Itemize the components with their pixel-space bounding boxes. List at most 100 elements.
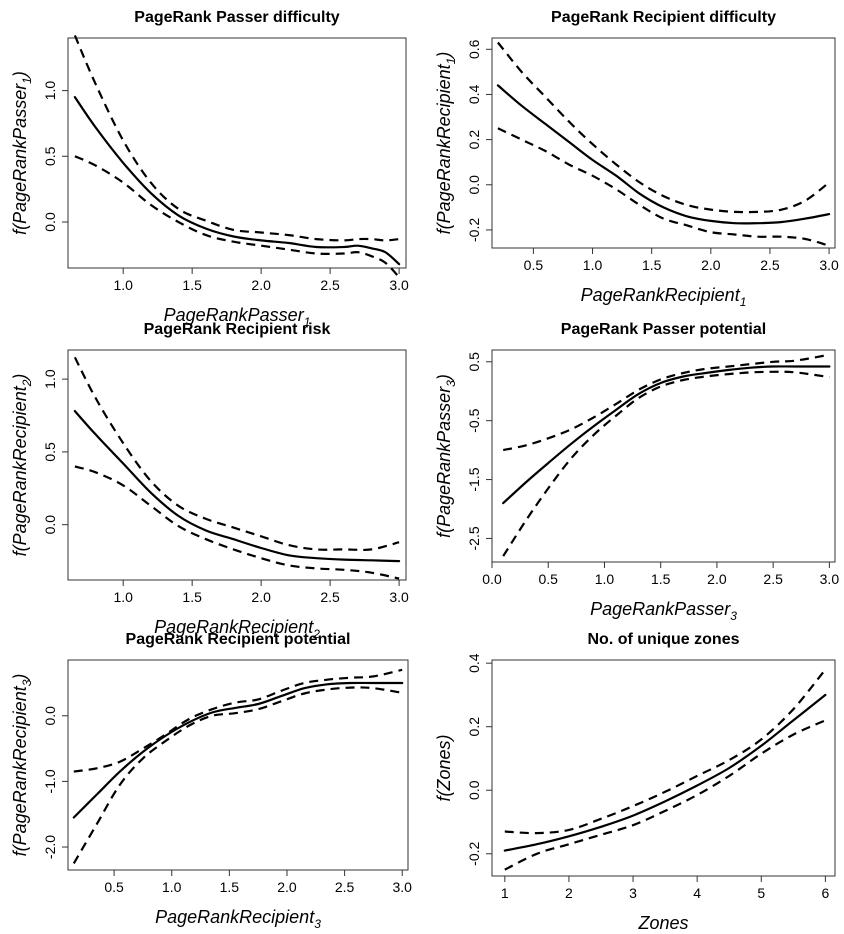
x-tick-label: 1.5 — [651, 571, 671, 587]
x-tick-label: 2.5 — [320, 277, 340, 293]
plot-frame — [491, 37, 836, 249]
x-tick-label: 0.5 — [104, 879, 124, 895]
x-tick-label: 2.0 — [251, 589, 271, 605]
panel-1: PageRank Passer difficulty 1.0 1.5 2.0 2.5 3.… — [10, 9, 409, 329]
x-tick-label: 1.5 — [220, 879, 240, 895]
y-tick-label: 1.0 — [42, 369, 58, 389]
confidence-band-line — [504, 668, 827, 835]
x-tick-label: 2.5 — [320, 589, 340, 605]
confidence-band-line — [73, 668, 403, 773]
confidence-band-line — [502, 353, 830, 452]
y-tick-label: 0.0 — [42, 515, 58, 535]
y-tick-label: 0.5 — [42, 146, 58, 166]
confidence-band-line — [504, 719, 826, 871]
x-tick-label: 0.0 — [482, 571, 502, 587]
y-tick-label: 0.6 — [466, 39, 482, 59]
confidence-band-line — [502, 370, 830, 557]
plot-frame — [67, 37, 407, 269]
x-axis-label: PageRankRecipient1 — [581, 285, 747, 309]
confidence-band-line — [73, 356, 400, 552]
x-tick-label: 2.0 — [251, 277, 271, 293]
y-tick-label: 0.0 — [42, 706, 58, 726]
x-tick-label: 5 — [757, 885, 765, 901]
x-tick-label: 3.0 — [389, 277, 409, 293]
plot-frame — [491, 659, 836, 877]
y-axis-label: f(PageRankRecipient1) — [434, 52, 458, 235]
panel-4: PageRank Passer potential 0.0 0.5 1.0 1.5 2.0… — [434, 321, 839, 623]
fit-line — [73, 96, 401, 266]
plot-frame — [67, 659, 409, 871]
y-tick-label: 0.4 — [466, 653, 482, 673]
x-axis-label: PageRankPasser1 — [164, 305, 311, 329]
x-axis-label: PageRankPasser3 — [590, 599, 737, 623]
chart-title: PageRank Recipient risk — [144, 321, 331, 338]
x-tick-label: 1.5 — [182, 277, 202, 293]
x-tick-label: 1.0 — [162, 879, 182, 895]
confidence-band-line — [497, 41, 830, 214]
chart-title: PageRank Passer difficulty — [134, 9, 340, 26]
y-axis-label: f(PageRankRecipient3) — [10, 674, 34, 857]
x-tick-label: 0.5 — [538, 571, 558, 587]
x-tick-label: 3.0 — [389, 589, 409, 605]
y-tick-label: -0.2 — [466, 841, 482, 865]
x-axis-label: PageRankRecipient3 — [155, 907, 321, 931]
x-axis-label: PageRankRecipient2 — [154, 617, 320, 641]
panel-5: PageRank Recipient potential 0.5 1.0 1.5 2.0… — [10, 631, 412, 931]
x-tick-label: 3.0 — [393, 879, 413, 895]
panel-2: PageRank Recipient difficulty 0.5 1.0 1.5 2.… — [434, 9, 839, 309]
chart-title: PageRank Passer potential — [561, 321, 766, 338]
y-tick-label: 0.4 — [466, 85, 482, 105]
fit-line — [496, 84, 831, 225]
y-tick-label: 0.5 — [466, 352, 482, 372]
x-tick-label: 3 — [629, 885, 637, 901]
x-tick-label: 2.5 — [763, 571, 783, 587]
fit-line — [73, 410, 401, 563]
y-tick-label: 0.5 — [42, 442, 58, 462]
y-tick-label: 0.2 — [466, 130, 482, 150]
confidence-band-line — [73, 34, 400, 242]
y-tick-label: 0.0 — [466, 780, 482, 800]
chart-title: No. of unique zones — [588, 631, 740, 648]
fit-line — [503, 693, 827, 852]
x-tick-label: 2.5 — [760, 257, 780, 273]
x-tick-label: 1.5 — [642, 257, 662, 273]
panel-6: No. of unique zones 1 2 3 4 5 6 -0.2 0.0 0.2 0.4 Zo… — [434, 631, 836, 933]
x-tick-label: 1.0 — [113, 277, 133, 293]
x-tick-label: 2.0 — [277, 879, 297, 895]
x-tick-label: 2.5 — [335, 879, 355, 895]
panel-3: PageRank Recipient risk 1.0 1.5 2.0 2.5 3.0 0.… — [10, 321, 409, 641]
y-tick-label: 1.0 — [42, 81, 58, 101]
fit-line — [72, 681, 404, 819]
x-tick-label: 6 — [821, 885, 829, 901]
y-axis-label: f(Zones) — [434, 734, 454, 801]
y-tick-label: 0.0 — [466, 175, 482, 195]
x-tick-label: 1.5 — [182, 589, 202, 605]
x-tick-label: 1.0 — [595, 571, 615, 587]
plot-frame — [67, 349, 407, 581]
y-tick-label: -0.5 — [466, 408, 482, 432]
confidence-band-line — [74, 465, 400, 580]
y-axis-label: f(PageRankPasser3) — [434, 374, 458, 538]
x-tick-label: 2.0 — [701, 257, 721, 273]
y-tick-label: 0.0 — [42, 212, 58, 232]
x-tick-label: 2.0 — [707, 571, 727, 587]
confidence-band-line — [497, 127, 830, 247]
x-tick-label: 4 — [693, 885, 701, 901]
plot-frame — [491, 349, 836, 563]
x-tick-label: 1.0 — [583, 257, 603, 273]
y-tick-label: -2.5 — [466, 526, 482, 550]
x-tick-label: 1.0 — [113, 589, 133, 605]
confidence-band-line — [74, 155, 400, 278]
fit-line — [502, 365, 831, 505]
y-tick-label: -0.2 — [466, 218, 482, 242]
y-tick-label: -2.0 — [42, 835, 58, 859]
y-tick-label: -1.0 — [42, 769, 58, 793]
x-tick-label: 2 — [565, 885, 573, 901]
x-tick-label: 1 — [501, 885, 509, 901]
y-tick-label: 0.2 — [466, 717, 482, 737]
chart-title: PageRank Recipient difficulty — [551, 9, 776, 26]
y-tick-label: -1.5 — [466, 467, 482, 491]
confidence-band-line — [72, 686, 403, 864]
x-tick-label: 3.0 — [819, 257, 839, 273]
